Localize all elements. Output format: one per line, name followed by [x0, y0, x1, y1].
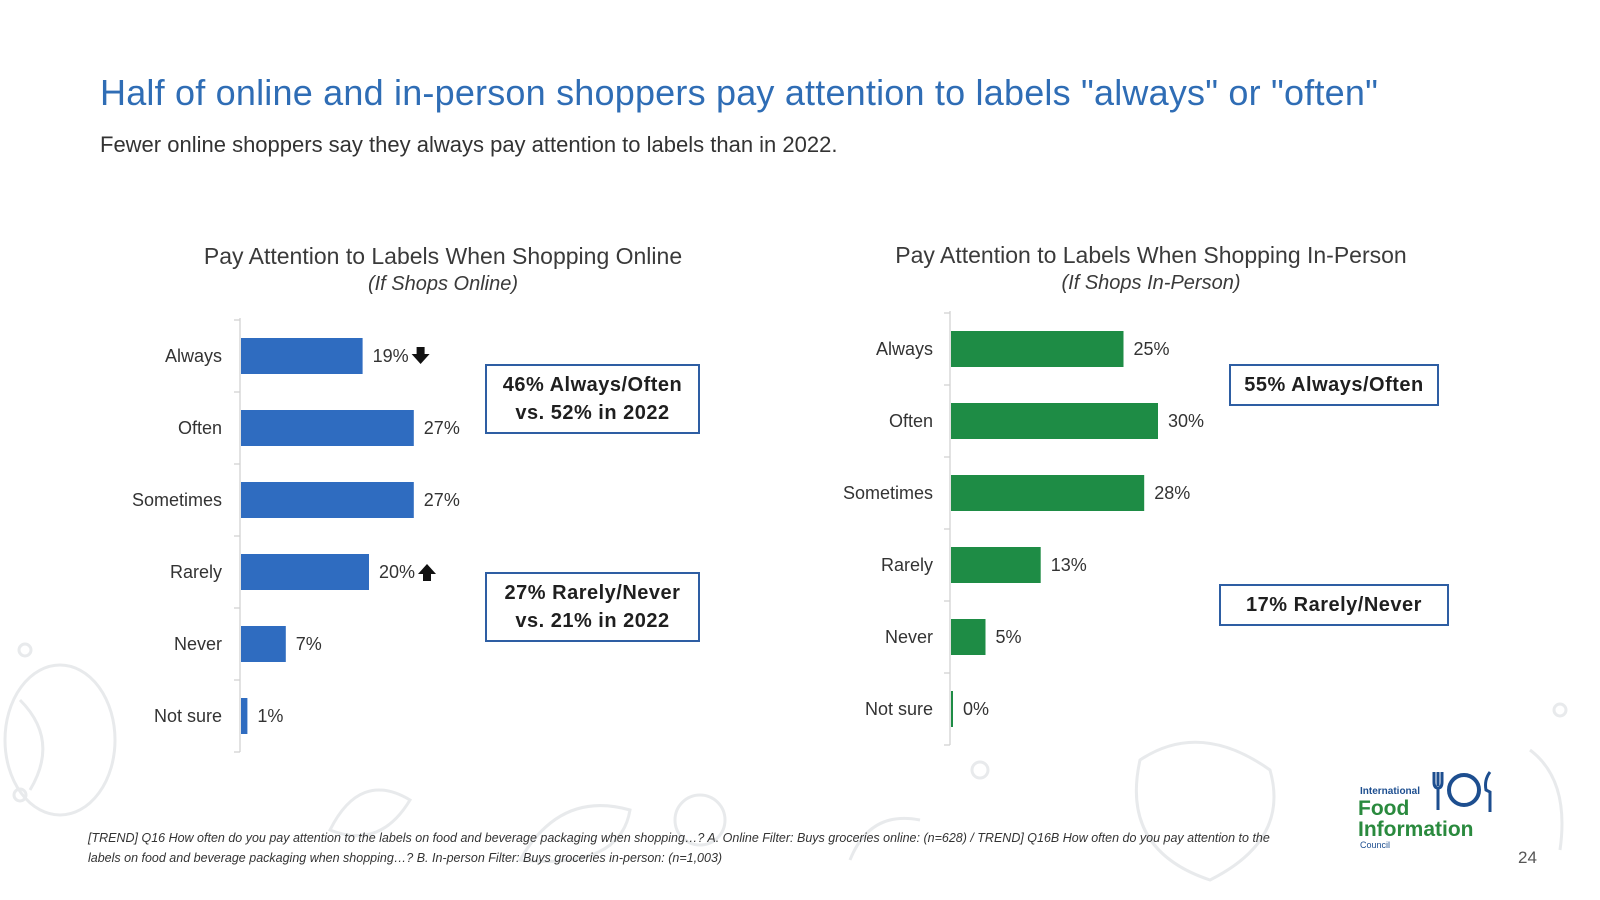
ific-logo: International Food Information Council: [1358, 768, 1518, 858]
logo-line-international: International: [1360, 786, 1421, 797]
inperson-bar-never: [951, 619, 986, 655]
inperson-chart-title: Pay Attention to Labels When Shopping In…: [895, 242, 1407, 268]
inperson-bar-rarely: [951, 547, 1041, 583]
plate-utensils-icon: [1432, 771, 1492, 812]
inperson-value-label: 28%: [1154, 483, 1190, 503]
online-category-label: Sometimes: [132, 490, 222, 510]
online-value-label: 27%: [424, 418, 460, 438]
online-bar-sometimes: [241, 482, 414, 518]
inperson-bar-not-sure: [951, 691, 953, 727]
inperson-bar-often: [951, 403, 1158, 439]
inperson-category-label: Always: [876, 339, 933, 359]
online-bar-not-sure: [241, 698, 248, 734]
online-bar-rarely: [241, 554, 369, 590]
online-bar-often: [241, 410, 414, 446]
online-category-label: Always: [165, 346, 222, 366]
online-value-label: 19%: [373, 346, 409, 366]
inperson-rarely-never-callout: 17% Rarely/Never: [1219, 584, 1449, 626]
online-category-label: Rarely: [170, 562, 222, 582]
inperson-category-label: Not sure: [865, 699, 933, 719]
online-category-label: Never: [174, 634, 222, 654]
inperson-category-label: Sometimes: [843, 483, 933, 503]
online-value-label: 27%: [424, 490, 460, 510]
inperson-category-label: Never: [885, 627, 933, 647]
inperson-category-label: Often: [889, 411, 933, 431]
logo-line-food: Food: [1358, 797, 1410, 820]
inperson-value-label: 13%: [1051, 555, 1087, 575]
callout-line: 27% Rarely/Never: [504, 582, 681, 604]
page-title: Half of online and in-person shoppers pa…: [100, 72, 1379, 113]
callout-line: 46% Always/Often: [502, 374, 683, 396]
page-number: 24: [1518, 848, 1537, 867]
inperson-value-label: 5%: [996, 627, 1022, 647]
online-value-label: 1%: [257, 706, 283, 726]
callout-line: vs. 21% in 2022: [515, 610, 670, 632]
online-value-label: 20%: [379, 562, 415, 582]
online-bar-chart: Always 19% Often 27% Sometimes 27% Rarely 20% Ne…: [132, 318, 460, 753]
inperson-chart-subtitle: (If Shops In-Person): [1061, 272, 1241, 294]
callout-line: 55% Always/Often: [1244, 374, 1424, 396]
footnote: [TREND] Q16 How often do you pay attenti…: [88, 831, 1270, 865]
online-chart-title: Pay Attention to Labels When Shopping On…: [203, 243, 683, 269]
callout-line: 17% Rarely/Never: [1246, 594, 1422, 616]
inperson-bar-sometimes: [951, 475, 1145, 511]
page-subtitle: Fewer online shoppers say they always pa…: [100, 132, 838, 157]
online-value-label: 7%: [296, 634, 322, 654]
inperson-value-label: 25%: [1134, 339, 1170, 359]
down-arrow-icon: [411, 347, 430, 364]
inperson-bar-always: [951, 331, 1124, 367]
online-category-label: Often: [178, 418, 222, 438]
inperson-value-label: 0%: [963, 699, 989, 719]
logo-line-council: Council: [1360, 840, 1391, 850]
online-bar-always: [241, 338, 363, 374]
online-category-label: Not sure: [154, 706, 222, 726]
online-always-often-callout: 46% Always/Often vs. 52% in 2022: [485, 364, 700, 434]
online-chart-subtitle: (If Shops Online): [367, 273, 519, 295]
inperson-always-often-callout: 55% Always/Often: [1229, 364, 1439, 406]
up-arrow-icon: [418, 564, 436, 581]
logo-line-information: Information: [1358, 818, 1474, 841]
online-bar-never: [241, 626, 286, 662]
online-rarely-never-callout: 27% Rarely/Never vs. 21% in 2022: [485, 572, 700, 642]
callout-line: vs. 52% in 2022: [515, 402, 670, 424]
inperson-category-label: Rarely: [881, 555, 933, 575]
inperson-value-label: 30%: [1168, 411, 1204, 431]
